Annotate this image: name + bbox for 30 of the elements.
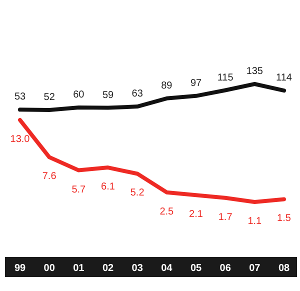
x-tick-label: 03 xyxy=(132,263,144,274)
x-tick-label: 00 xyxy=(44,263,56,274)
data-label: 1.5 xyxy=(277,213,292,224)
data-label: 6.1 xyxy=(101,182,116,193)
data-label: 52 xyxy=(44,92,56,103)
x-tick-label: 08 xyxy=(278,263,290,274)
data-label: 114 xyxy=(276,72,292,84)
data-label: 53 xyxy=(14,92,26,103)
data-label: 1.1 xyxy=(248,216,262,227)
data-label: 7.6 xyxy=(42,171,57,182)
x-tick-label: 07 xyxy=(249,263,261,274)
data-label: 97 xyxy=(190,78,202,89)
data-label: 5.7 xyxy=(72,184,86,196)
data-label: 60 xyxy=(73,89,85,100)
x-tick-label: 01 xyxy=(73,263,85,274)
x-tick-label: 99 xyxy=(14,263,26,274)
data-label: 2.5 xyxy=(160,206,174,218)
x-tick-label: 06 xyxy=(220,263,232,274)
data-label: 1.7 xyxy=(218,212,233,223)
data-label: 135 xyxy=(246,66,264,77)
data-label: 5.2 xyxy=(130,188,145,199)
data-label: 63 xyxy=(132,88,144,100)
x-tick-label: 05 xyxy=(190,263,202,274)
data-label: 115 xyxy=(217,72,234,84)
data-label: 89 xyxy=(161,80,173,92)
x-tick-label: 02 xyxy=(102,263,114,274)
x-tick-label: 04 xyxy=(161,263,173,274)
data-label: 2.1 xyxy=(189,209,204,220)
data-label: 59 xyxy=(102,90,114,101)
data-label: 13.0 xyxy=(10,134,30,145)
